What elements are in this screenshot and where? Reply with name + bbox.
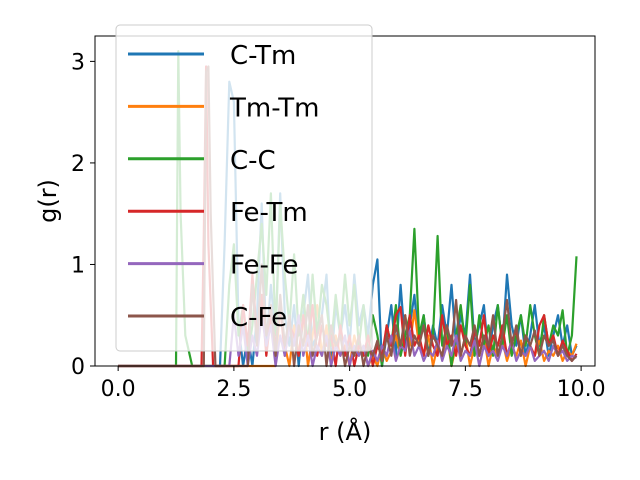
x-tick-label: 0.0 [101,377,136,402]
y-tick-label: 1 [71,253,85,278]
x-tick-label: 2.5 [216,377,251,402]
y-tick-label: 3 [71,50,85,75]
y-tick-label: 2 [71,152,85,177]
x-tick-label: 10.0 [557,377,606,402]
y-axis-ticks: 0 1 2 3 [71,50,95,380]
legend-label: Fe-Fe [230,251,298,281]
x-axis-label: r (Å) [319,417,372,446]
legend-label: C-C [230,146,276,176]
legend-label: C-Tm [230,41,296,71]
y-tick-label: 0 [71,355,85,380]
legend-label: C-Fe [230,303,287,333]
legend-label: Tm-Tm [229,93,319,123]
y-axis-label: g(r) [34,179,62,223]
x-tick-label: 7.5 [448,377,483,402]
legend-label: Fe-Tm [230,198,308,228]
x-axis-ticks: 0.0 2.5 5.0 7.5 10.0 [101,366,606,402]
x-tick-label: 5.0 [332,377,367,402]
legend: C-Tm Tm-Tm C-C Fe-Tm Fe-Fe C-Fe [115,24,373,352]
